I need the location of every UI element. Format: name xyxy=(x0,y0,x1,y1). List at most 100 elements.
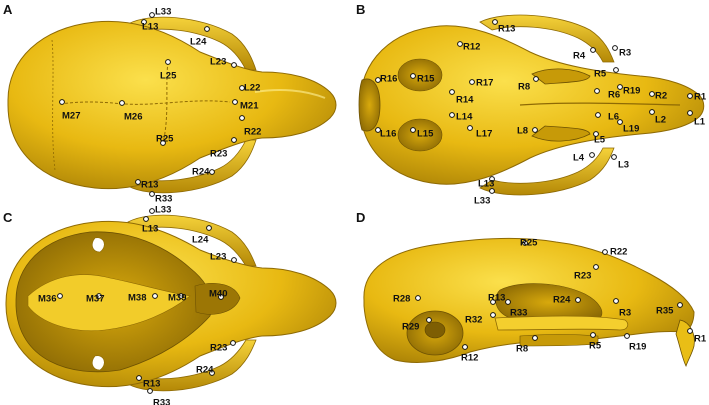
landmark-b-l16: L16 xyxy=(375,127,396,140)
landmark-marker xyxy=(147,388,153,394)
landmark-b-l6: L6 xyxy=(595,112,619,123)
landmark-label: L13 xyxy=(142,224,158,235)
landmark-d-r13: R13 xyxy=(488,293,505,305)
coronal-suture xyxy=(161,61,169,147)
panel-letter-c: C xyxy=(3,210,13,225)
landmark-label: R22 xyxy=(610,247,627,258)
incisor-d xyxy=(675,319,695,368)
landmark-b-l5: L5 xyxy=(593,131,606,146)
zygomatic-arch-bottom-b xyxy=(479,147,615,196)
landmark-a-m27: M27 xyxy=(59,99,80,122)
landmark-b-l13: L13 xyxy=(478,176,495,190)
nasal-highlight xyxy=(254,89,326,99)
landmark-marker xyxy=(649,91,655,97)
landmark-marker xyxy=(231,62,237,68)
interior-sinus xyxy=(194,283,241,315)
landmark-a-l22: L22 xyxy=(239,83,260,94)
landmark-label: R15 xyxy=(417,74,435,85)
landmark-a-m21: M21 xyxy=(232,99,259,112)
landmark-label: L2 xyxy=(655,115,666,126)
landmark-label: R22 xyxy=(244,127,261,138)
landmark-d-r25: R25 xyxy=(520,238,538,249)
landmark-marker xyxy=(575,297,581,303)
landmark-marker xyxy=(687,93,693,99)
landmark-marker xyxy=(178,293,184,299)
interior-foramen-1 xyxy=(91,237,105,253)
landmark-b-r1: R1 xyxy=(687,92,707,103)
panel-c: C xyxy=(3,210,337,392)
landmark-marker xyxy=(59,99,65,105)
landmark-marker xyxy=(141,19,147,25)
landmark-a-l24: L24 xyxy=(190,26,210,48)
landmark-b-l4: L4 xyxy=(573,152,595,164)
landmark-c-m36: M36 xyxy=(38,293,63,305)
landmark-marker xyxy=(469,79,475,85)
palate-ridge-b xyxy=(519,102,681,106)
landmark-c-r23: R23 xyxy=(210,340,236,354)
landmark-marker xyxy=(449,112,455,118)
landmark-d-r35: R35 xyxy=(656,302,683,317)
landmark-marker xyxy=(687,328,693,334)
landmark-label: R1 xyxy=(694,92,707,103)
landmark-marker xyxy=(505,299,511,305)
landmark-marker xyxy=(677,302,683,308)
landmark-label: R35 xyxy=(656,306,674,317)
landmark-a-l33: L33 xyxy=(149,7,171,18)
landmark-marker xyxy=(165,59,171,65)
landmark-label: R6 xyxy=(608,90,620,101)
landmark-label: R2 xyxy=(655,91,667,102)
skull-ventral-body xyxy=(359,25,705,185)
landmark-marker xyxy=(624,333,630,339)
landmark-marker xyxy=(119,100,125,106)
panel-a: A xyxy=(3,2,337,194)
landmark-label: M36 xyxy=(38,294,56,305)
panel-letter-b: B xyxy=(356,2,365,17)
landmark-d-r33: R33 xyxy=(505,299,527,319)
landmark-marker xyxy=(136,375,142,381)
landmark-marker xyxy=(218,294,224,300)
landmark-marker xyxy=(149,12,155,18)
landmark-marker xyxy=(492,19,498,25)
landmark-c-r13: R13 xyxy=(136,375,160,390)
landmark-marker xyxy=(231,137,237,143)
panel-d: D xyxy=(356,210,695,368)
landmark-a-l25: L25 xyxy=(160,59,177,82)
skull-dorsal-body xyxy=(7,20,337,190)
landmark-b-r14: R14 xyxy=(449,89,474,106)
landmark-label: L14 xyxy=(456,112,473,123)
landmark-label: M27 xyxy=(62,111,80,122)
zygomatic-arch-top-b xyxy=(479,14,615,63)
landmark-marker xyxy=(239,85,245,91)
landmark-marker xyxy=(490,312,496,318)
landmark-marker xyxy=(532,335,538,341)
landmark-d-r19: R19 xyxy=(624,333,646,353)
landmark-marker xyxy=(375,77,381,83)
landmark-marker xyxy=(232,99,238,105)
landmark-marker xyxy=(149,191,155,197)
landmark-marker xyxy=(209,370,215,376)
landmark-b-r19: R19 xyxy=(617,84,640,97)
landmark-label: M38 xyxy=(128,293,146,304)
landmark-marker xyxy=(687,110,693,116)
landmark-marker xyxy=(649,109,655,115)
landmark-marker xyxy=(149,208,155,214)
landmark-marker xyxy=(209,169,215,175)
landmark-label: R5 xyxy=(589,341,602,352)
landmark-marker xyxy=(590,47,596,53)
landmark-label: R33 xyxy=(510,308,527,319)
landmark-b-r12: R12 xyxy=(457,41,480,53)
landmark-b-l2: L2 xyxy=(649,109,666,126)
landmark-marker xyxy=(415,295,421,301)
landmark-label: R25 xyxy=(156,134,174,145)
landmark-label: L22 xyxy=(244,83,260,94)
landmark-marker xyxy=(231,257,237,263)
landmark-marker xyxy=(152,293,158,299)
landmark-label: R32 xyxy=(465,315,482,326)
interior-foramen-2 xyxy=(91,355,105,371)
landmark-c-l24: L24 xyxy=(192,225,212,246)
landmark-label: L33 xyxy=(155,7,171,18)
landmark-marker xyxy=(462,344,468,350)
landmark-label: R25 xyxy=(520,238,538,249)
landmark-label: R1 xyxy=(694,334,707,345)
landmark-marker xyxy=(449,89,455,95)
